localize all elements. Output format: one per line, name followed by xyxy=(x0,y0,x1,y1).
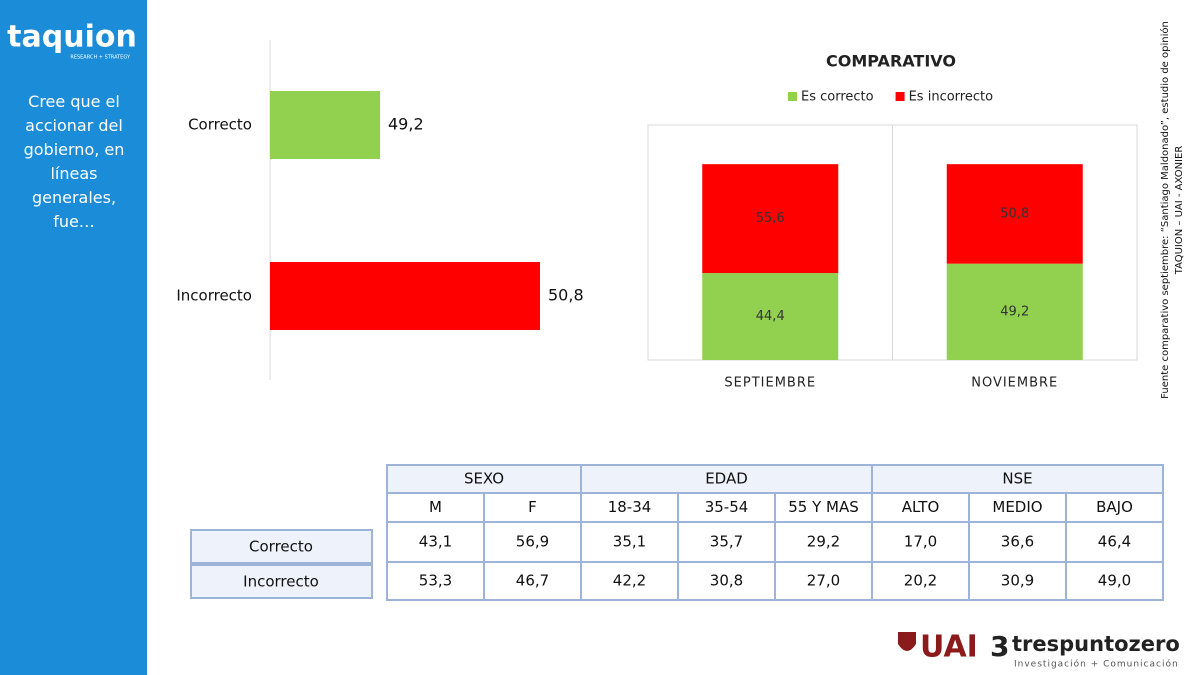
source: Fuente comparativo septiembre: “Santiago… xyxy=(1159,21,1185,399)
tres-mark: 3 xyxy=(990,630,1009,663)
column-header: F xyxy=(528,498,537,516)
y-tick-label: Incorrecto xyxy=(176,287,252,305)
row-header: Incorrecto xyxy=(243,573,319,591)
table-value: 43,1 xyxy=(419,533,452,551)
table-value: 27,0 xyxy=(807,572,840,590)
y-tick-label: Correcto xyxy=(188,116,252,134)
table-value: 35,1 xyxy=(613,533,646,551)
bar-segment xyxy=(946,263,1083,360)
table-cell xyxy=(871,561,970,601)
table-value: 20,2 xyxy=(904,572,937,590)
value-label: 44,4 xyxy=(756,309,785,324)
row-header: Correcto xyxy=(249,538,313,556)
table-value: 36,6 xyxy=(1001,533,1034,551)
source-line: TAQUION – UAI - AXONIER xyxy=(1174,146,1185,276)
column-header: ALTO xyxy=(902,498,940,516)
sidebar xyxy=(0,0,147,675)
column-header-cell xyxy=(677,492,776,523)
column-header: M xyxy=(429,498,442,516)
x-tick-label: SEPTIEMBRE xyxy=(724,376,816,391)
row-header-cell xyxy=(190,529,373,564)
logo: taquion xyxy=(7,20,137,55)
table-cell xyxy=(483,561,582,601)
bar xyxy=(270,262,540,330)
table-value: 30,8 xyxy=(710,572,743,590)
table-cell xyxy=(677,561,776,601)
group-header-cell xyxy=(871,464,1164,494)
column-header-cell xyxy=(968,492,1067,523)
legend-label: Es correcto xyxy=(801,90,874,105)
legend-swatch xyxy=(895,92,905,101)
column-header-cell xyxy=(483,492,582,523)
value-label: 55,6 xyxy=(756,211,785,226)
legend-label: Es incorrecto xyxy=(909,90,993,105)
chart-title: COMPARATIVO xyxy=(826,52,956,71)
column-header: 35-54 xyxy=(705,498,749,516)
source-line: Fuente comparativo septiembre: “Santiago… xyxy=(1159,21,1171,399)
value-label: 50,8 xyxy=(1000,206,1029,221)
group-header: NSE xyxy=(1002,470,1032,488)
table-value: 53,3 xyxy=(419,572,452,590)
legend-swatch xyxy=(788,92,797,101)
value-label: 49,2 xyxy=(388,115,424,134)
group-header: EDAD xyxy=(705,470,748,488)
uai-shield xyxy=(898,632,916,651)
table-value: 30,9 xyxy=(1001,572,1034,590)
group-header: SEXO xyxy=(464,470,504,488)
bar xyxy=(270,91,380,159)
value-label: 50,8 xyxy=(548,286,584,305)
table-cell xyxy=(1065,561,1164,601)
table-value: 42,2 xyxy=(613,572,646,590)
logo-tagline: RESEARCH + STRATEGY xyxy=(70,55,131,61)
question: Cree que el accionar del gobierno, en lí… xyxy=(23,92,125,231)
bar-segment xyxy=(946,164,1083,264)
table-value: 35,7 xyxy=(710,533,743,551)
tres-tagline: Investigación + Comunicación xyxy=(1014,659,1179,670)
table-value: 49,0 xyxy=(1098,572,1131,590)
row-header-cell xyxy=(190,564,373,599)
table-cell xyxy=(677,521,776,563)
column-header: BAJO xyxy=(1096,498,1133,516)
bar-segment xyxy=(702,273,839,360)
column-header: 18-34 xyxy=(608,498,652,516)
tres-logo: trespuntozero xyxy=(1012,632,1180,656)
table-value: 17,0 xyxy=(904,533,937,551)
column-header-cell xyxy=(1065,492,1164,523)
column-header: 55 Y MAS xyxy=(788,498,859,516)
table-value: 56,9 xyxy=(516,533,549,551)
bar-segment xyxy=(702,164,839,274)
table-value: 29,2 xyxy=(807,533,840,551)
x-tick-label: NOVIEMBRE xyxy=(971,376,1058,391)
column-header: MEDIO xyxy=(992,498,1042,516)
table-value: 46,4 xyxy=(1098,533,1131,551)
uai-logo: UAI xyxy=(920,630,978,665)
table-cell xyxy=(580,521,679,563)
table-cell xyxy=(774,561,873,601)
value-label: 49,2 xyxy=(1000,304,1029,319)
table-value: 46,7 xyxy=(516,572,549,590)
